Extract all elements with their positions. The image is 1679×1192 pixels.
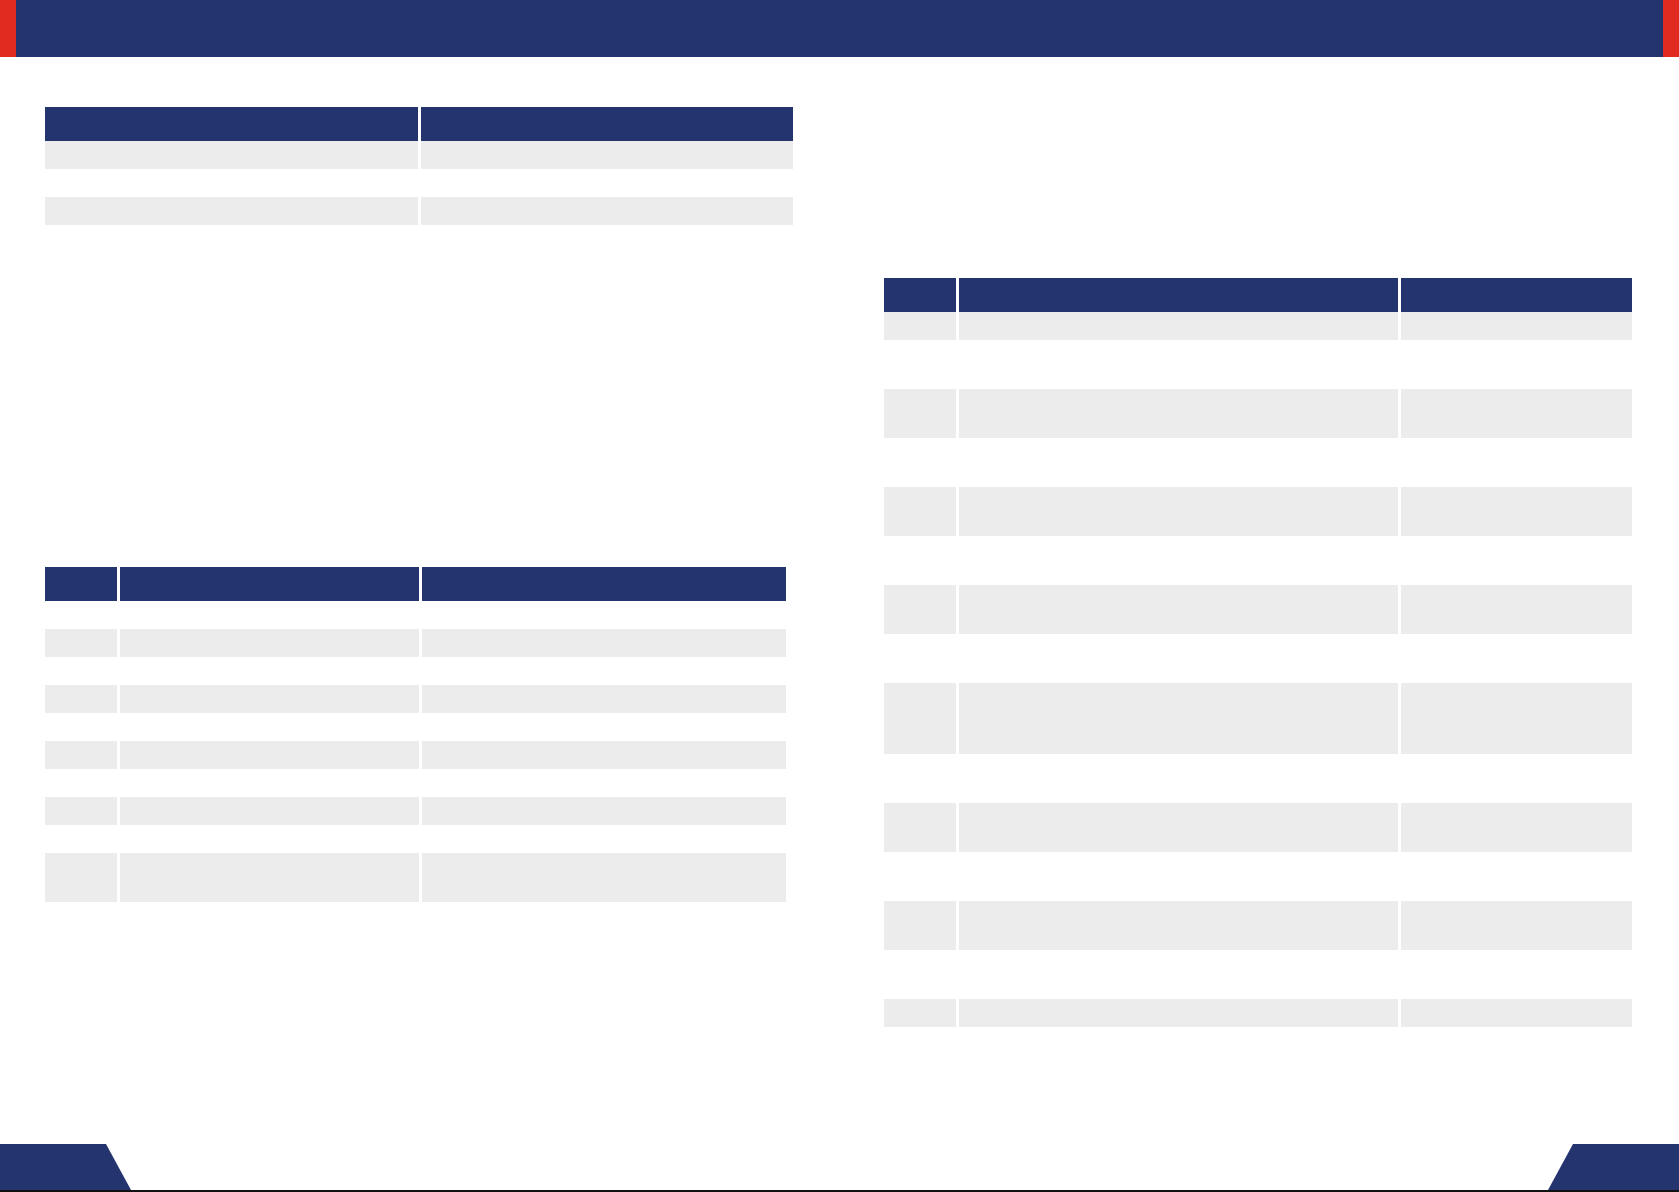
table-row xyxy=(45,825,786,853)
table-row xyxy=(884,950,1632,999)
table-row xyxy=(45,657,786,685)
page-header-bar xyxy=(0,0,1679,57)
table-row xyxy=(884,683,1632,754)
table-row xyxy=(884,852,1632,901)
table-row xyxy=(45,685,786,713)
table-row xyxy=(884,754,1632,803)
table-row xyxy=(45,713,786,741)
header-accent-left xyxy=(0,0,16,57)
table-row xyxy=(884,487,1632,536)
table-row xyxy=(45,853,786,902)
table-row xyxy=(45,769,786,797)
table-row xyxy=(884,312,1632,340)
table-row xyxy=(45,601,786,629)
table-row xyxy=(45,197,793,225)
table-row xyxy=(45,141,793,169)
table-3 xyxy=(881,278,1635,1027)
table-row xyxy=(45,629,786,657)
table-row xyxy=(884,585,1632,634)
table-2 xyxy=(42,567,789,902)
footer-rule xyxy=(0,1190,1679,1192)
table-1 xyxy=(42,107,796,225)
table-row xyxy=(45,741,786,769)
table-row xyxy=(884,634,1632,683)
table-row xyxy=(45,169,793,197)
table-row xyxy=(884,901,1632,950)
table-row xyxy=(45,797,786,825)
table-row xyxy=(884,340,1632,389)
footer-tab-right xyxy=(1548,1144,1679,1190)
table-header xyxy=(45,567,786,601)
table-row xyxy=(884,536,1632,585)
table-row xyxy=(884,389,1632,438)
table-row xyxy=(884,438,1632,487)
footer-tab-left xyxy=(0,1144,131,1190)
header-accent-right xyxy=(1663,0,1679,57)
table-header xyxy=(45,107,793,141)
table-row xyxy=(884,999,1632,1027)
table-header xyxy=(884,278,1632,312)
table-row xyxy=(884,803,1632,852)
